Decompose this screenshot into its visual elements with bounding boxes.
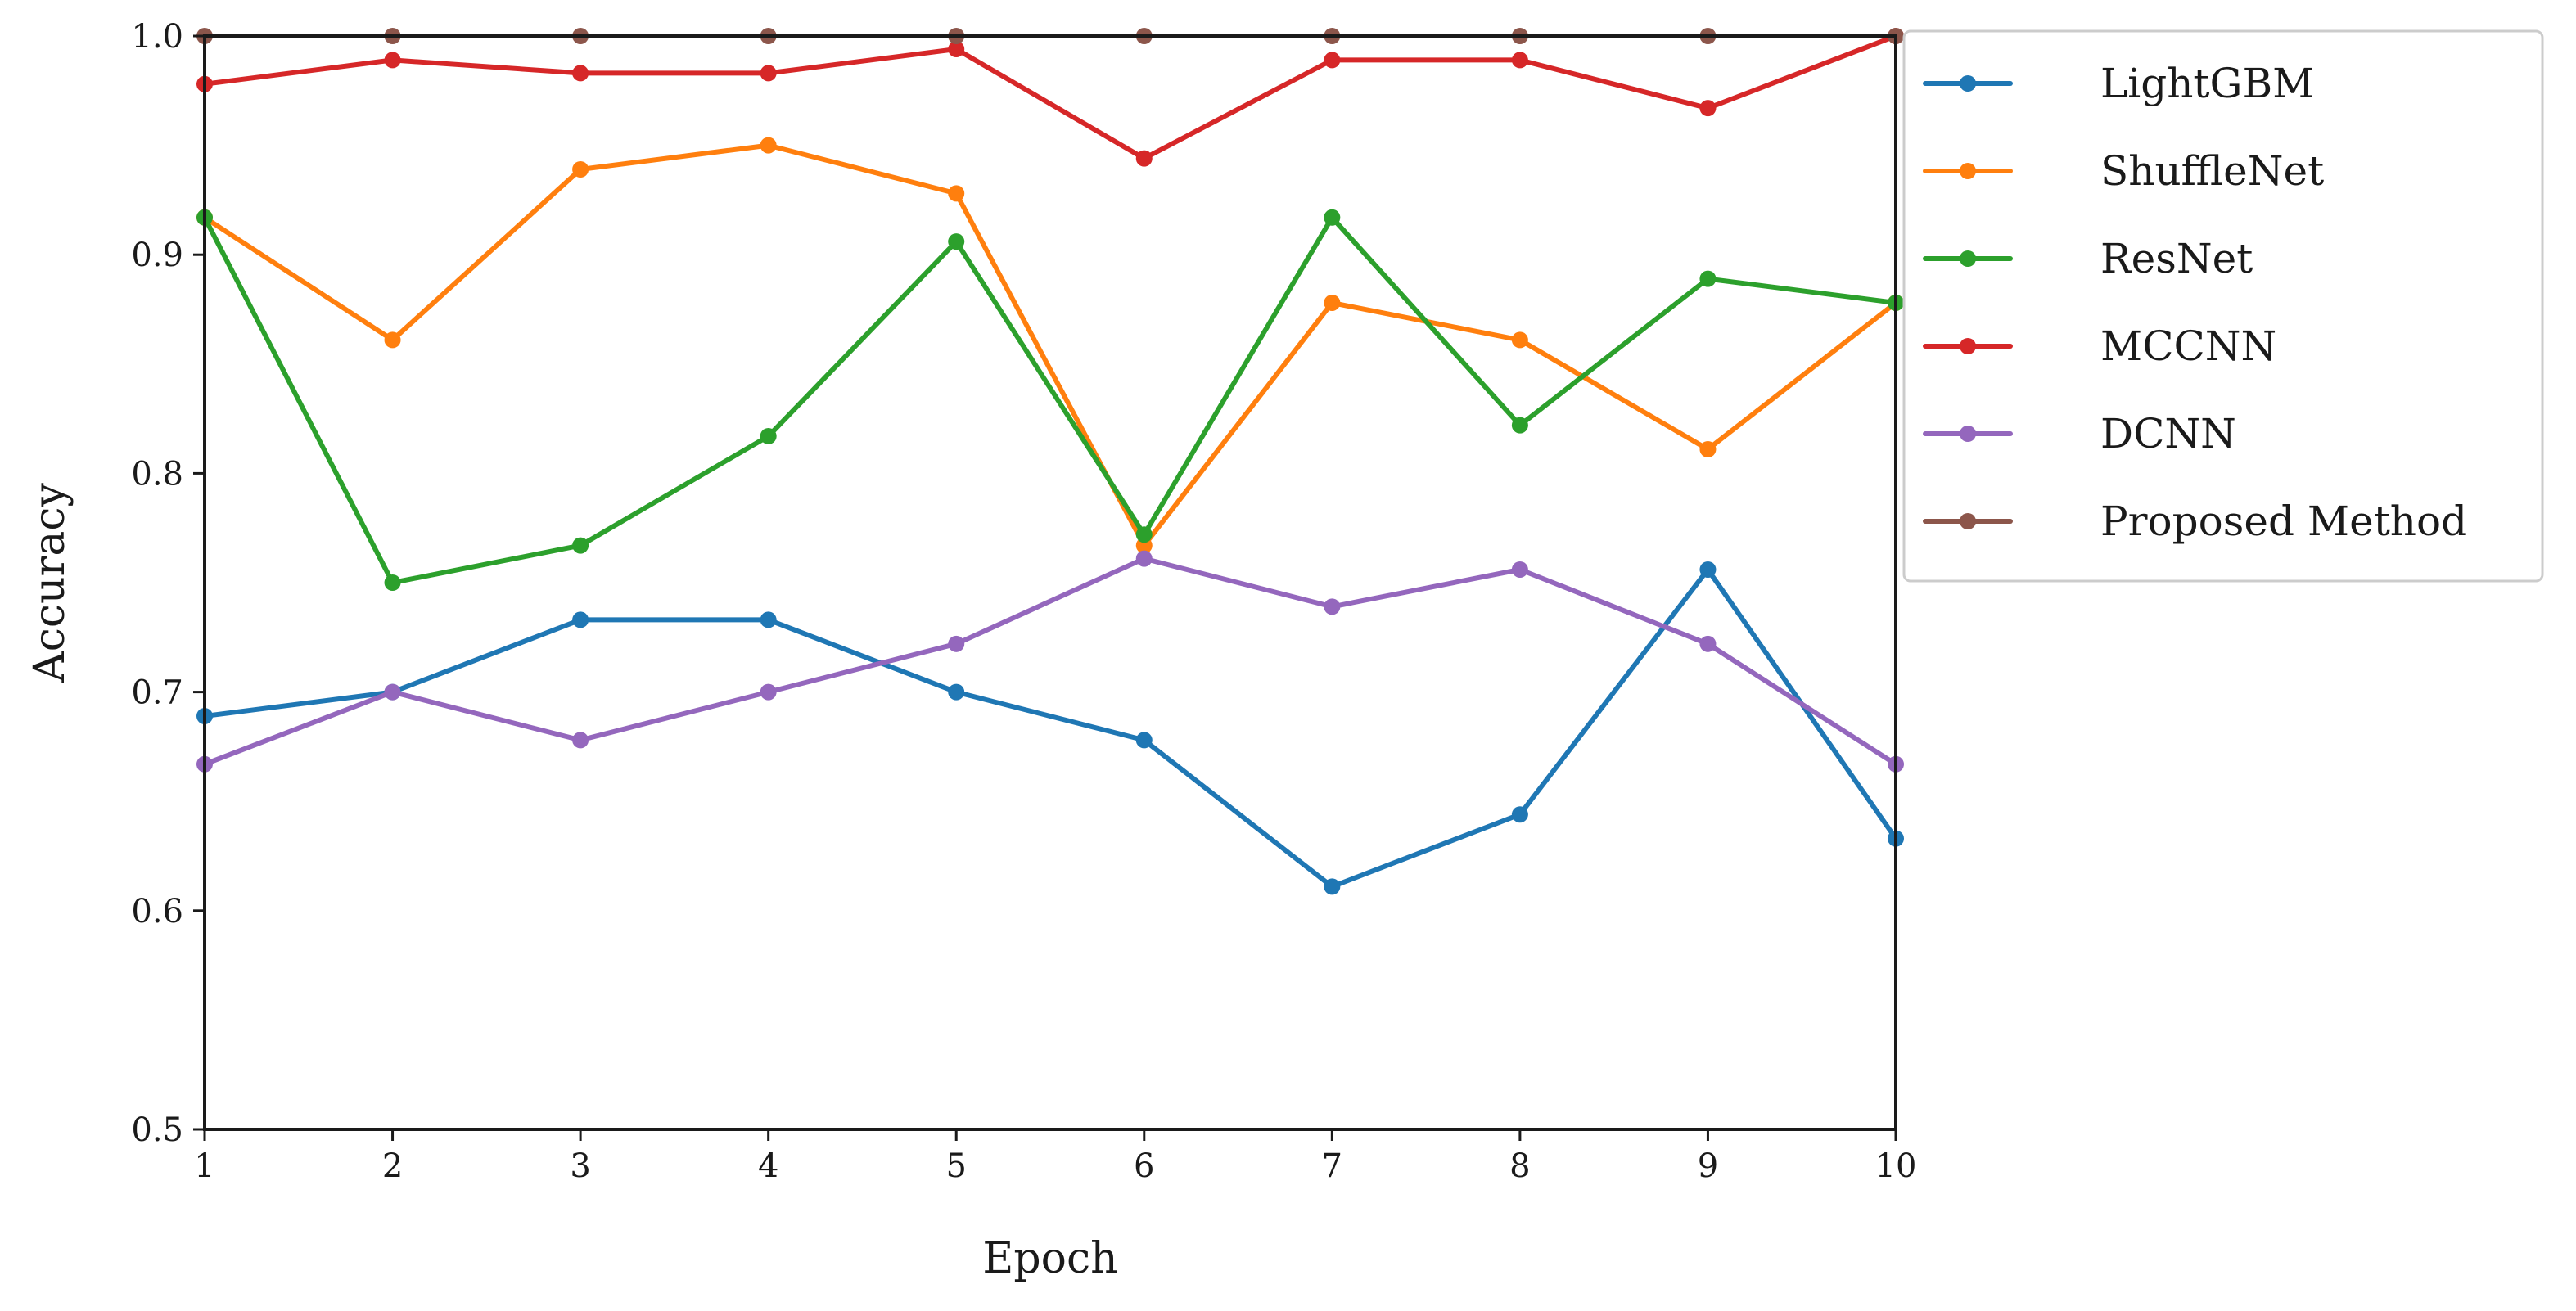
series-dcnn <box>196 550 1904 773</box>
x-tick-label: 2 <box>382 1147 403 1185</box>
series-line-lightgbm <box>202 567 1898 890</box>
data-point-lightgbm <box>1699 561 1717 578</box>
y-tick-label: 0.9 <box>131 237 183 274</box>
y-tick-label: 0.6 <box>131 893 183 930</box>
data-point-lightgbm <box>572 611 589 628</box>
legend-label: ShuffleNet <box>2100 147 2324 195</box>
data-point-resnet <box>1511 417 1528 434</box>
legend-entry: Proposed Method <box>1923 498 2467 545</box>
data-point-dcnn <box>1511 561 1528 578</box>
data-point-lightgbm <box>1135 732 1153 749</box>
legend-frame <box>1902 29 2544 583</box>
legend-entry: ShuffleNet <box>1923 147 2324 195</box>
data-point-mccnn <box>384 52 401 69</box>
data-point-shufflenet <box>1511 331 1528 349</box>
data-point-shufflenet <box>1699 441 1717 458</box>
x-axis-ticks: 1 2 3 4 5 6 7 8 9 10 <box>194 1129 1916 1185</box>
data-point-shufflenet <box>948 185 965 202</box>
y-tick-label: 1.0 <box>131 18 183 56</box>
data-point-shufflenet <box>384 331 401 349</box>
legend-marker <box>1960 513 1976 529</box>
data-point-shufflenet <box>760 137 777 154</box>
legend-label: LightGBM <box>2100 60 2314 107</box>
x-tick-label: 3 <box>570 1147 590 1185</box>
x-tick-label: 8 <box>1509 1147 1530 1185</box>
x-tick-label: 6 <box>1134 1147 1154 1185</box>
legend-items: LightGBM ShuffleNet ResNet MCCNN DCNN Propose… <box>1923 60 2467 545</box>
series-resnet <box>196 209 1904 591</box>
y-tick-label: 0.5 <box>131 1111 183 1149</box>
data-point-lightgbm <box>948 683 965 701</box>
data-point-dcnn <box>760 683 777 701</box>
data-point-shufflenet <box>1324 294 1341 311</box>
series-shufflenet <box>196 137 1904 554</box>
x-tick-label: 10 <box>1875 1147 1917 1185</box>
x-tick-label: 7 <box>1322 1147 1342 1185</box>
series-line-dcnn <box>202 556 1898 767</box>
series-line-mccnn <box>202 34 1898 161</box>
legend-marker <box>1960 75 1976 92</box>
legend-marker <box>1960 163 1976 179</box>
legend-entry: ResNet <box>1923 235 2253 282</box>
data-point-lightgbm <box>760 611 777 628</box>
data-point-mccnn <box>948 41 965 58</box>
legend-marker <box>1960 426 1976 442</box>
data-point-resnet <box>1699 270 1717 287</box>
data-point-lightgbm <box>1511 806 1528 823</box>
x-tick-label: 1 <box>194 1147 214 1185</box>
data-point-dcnn <box>384 683 401 701</box>
data-point-resnet <box>1324 209 1341 226</box>
data-point-mccnn <box>572 65 589 82</box>
data-point-mccnn <box>760 65 777 82</box>
data-point-dcnn <box>1135 550 1153 567</box>
legend-label: MCCNN <box>2100 322 2276 370</box>
x-tick-label: 9 <box>1698 1147 1718 1185</box>
legend-entry: DCNN <box>1923 410 2236 457</box>
data-point-resnet <box>572 537 589 554</box>
data-point-shufflenet <box>572 160 589 178</box>
legend-marker <box>1960 338 1976 354</box>
data-point-dcnn <box>948 635 965 652</box>
x-tick-label: 5 <box>945 1147 966 1185</box>
series-line-resnet <box>202 214 1898 585</box>
legend-marker <box>1960 250 1976 267</box>
series-mccnn <box>196 28 1904 167</box>
series-lightgbm <box>196 561 1904 895</box>
x-tick-label: 4 <box>758 1147 778 1185</box>
data-point-resnet <box>1135 526 1153 543</box>
data-point-dcnn <box>1324 598 1341 615</box>
data-point-lightgbm <box>1324 878 1341 895</box>
x-axis-label: Epoch <box>982 1234 1117 1283</box>
data-point-dcnn <box>572 732 589 749</box>
legend-label: Proposed Method <box>2100 498 2467 545</box>
legend-entry: MCCNN <box>1923 322 2276 370</box>
y-axis-ticks: 0.5 0.6 0.7 0.8 0.9 1.0 <box>131 18 205 1149</box>
data-point-mccnn <box>1511 52 1528 69</box>
series-line-shufflenet <box>202 142 1898 548</box>
data-point-mccnn <box>1135 150 1153 167</box>
legend: LightGBM ShuffleNet ResNet MCCNN DCNN Propose… <box>1902 29 2544 583</box>
legend-label: ResNet <box>2100 235 2253 282</box>
data-point-resnet <box>760 427 777 444</box>
legend-label: DCNN <box>2100 410 2236 457</box>
data-point-resnet <box>948 233 965 250</box>
data-point-mccnn <box>1699 100 1717 117</box>
plot-area-frame <box>203 34 1897 1131</box>
y-tick-label: 0.7 <box>131 674 183 712</box>
y-tick-label: 0.8 <box>131 455 183 493</box>
y-axis-label: Accuracy <box>25 483 74 683</box>
data-point-resnet <box>384 574 401 591</box>
data-point-mccnn <box>1324 52 1341 69</box>
data-point-dcnn <box>1699 635 1717 652</box>
series-layer <box>196 28 1904 895</box>
legend-entry: LightGBM <box>1923 60 2314 107</box>
